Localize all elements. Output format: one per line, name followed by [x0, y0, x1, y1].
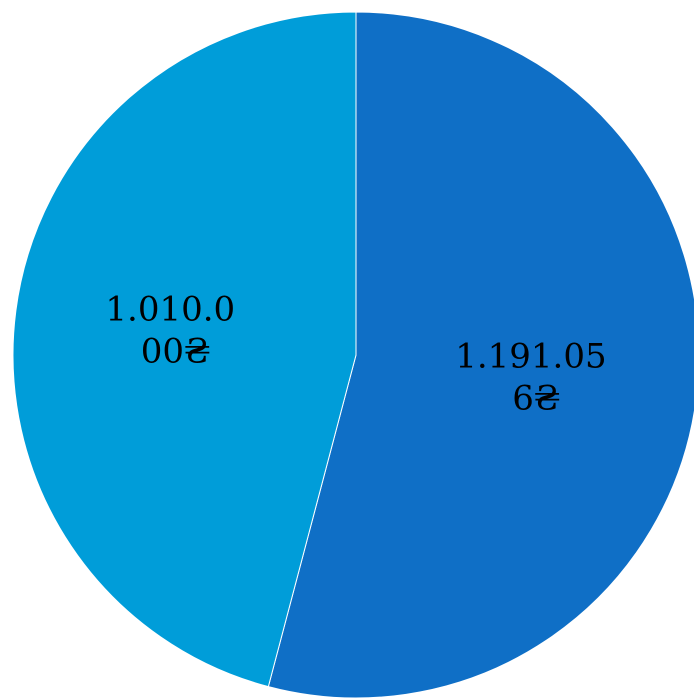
slice-label-2: 1.010.0 00₴ [105, 290, 246, 372]
slice-label-2-line-2: 00₴ [141, 332, 211, 372]
pie-labels: 1.191.05 6₴ 1.010.0 00₴ [105, 290, 617, 419]
slice-label-1: 1.191.05 6₴ [455, 336, 617, 418]
pie-slices [12, 11, 694, 698]
pie-slice-2 [12, 11, 357, 688]
pie-slice-1 [267, 11, 694, 698]
slice-label-1-line-1: 1.191.05 [455, 336, 606, 376]
slice-label-2-line-1: 1.010.0 [105, 290, 235, 330]
slice-label-1-line-2: 6₴ [512, 378, 560, 418]
